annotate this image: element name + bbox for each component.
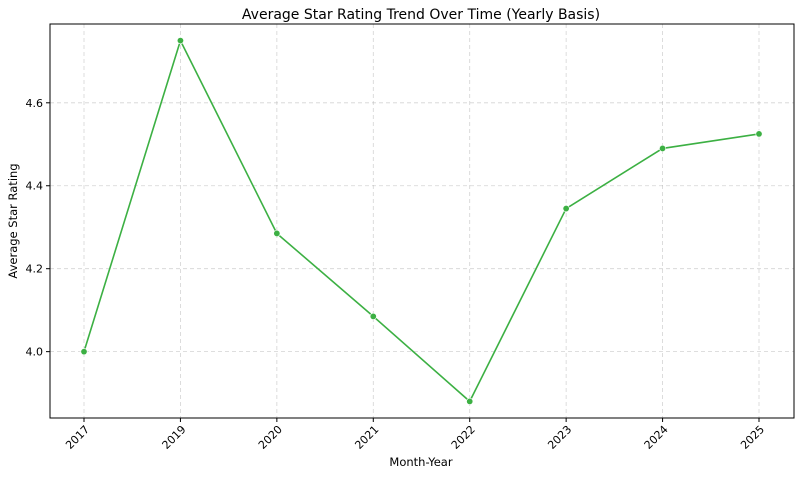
x-axis-label: Month-Year — [389, 455, 452, 469]
grid — [50, 24, 794, 418]
data-point — [369, 312, 377, 320]
data-point — [176, 37, 184, 45]
data-point — [466, 397, 474, 405]
data-point — [273, 229, 281, 237]
data-point — [562, 205, 570, 213]
x-tick-label: 2019 — [160, 423, 189, 452]
x-tick-label: 2025 — [738, 423, 767, 452]
x-axis: 2017 2019 2020 2021 2022 2023 2024 2025 — [63, 418, 767, 452]
x-tick-label: 2023 — [545, 423, 574, 452]
y-tick-label: 4.6 — [26, 97, 44, 110]
chart-title: Average Star Rating Trend Over Time (Yea… — [242, 7, 600, 23]
x-tick-label: 2022 — [449, 423, 478, 452]
x-tick-label: 2024 — [642, 423, 671, 452]
data-point — [755, 130, 763, 138]
y-axis: 4.0 4.2 4.4 4.6 — [26, 97, 50, 359]
y-tick-label: 4.2 — [26, 263, 44, 276]
x-tick-label: 2017 — [63, 423, 92, 452]
y-tick-label: 4.0 — [26, 346, 44, 359]
y-tick-label: 4.4 — [26, 180, 44, 193]
data-point — [659, 144, 667, 152]
plot-frame — [49, 23, 795, 419]
y-axis-label: Average Star Rating — [6, 163, 20, 278]
series-line — [83, 38, 760, 403]
x-tick-label: 2020 — [256, 423, 285, 452]
data-point — [80, 348, 88, 356]
x-tick-label: 2021 — [352, 423, 381, 452]
series-layer — [80, 37, 763, 405]
